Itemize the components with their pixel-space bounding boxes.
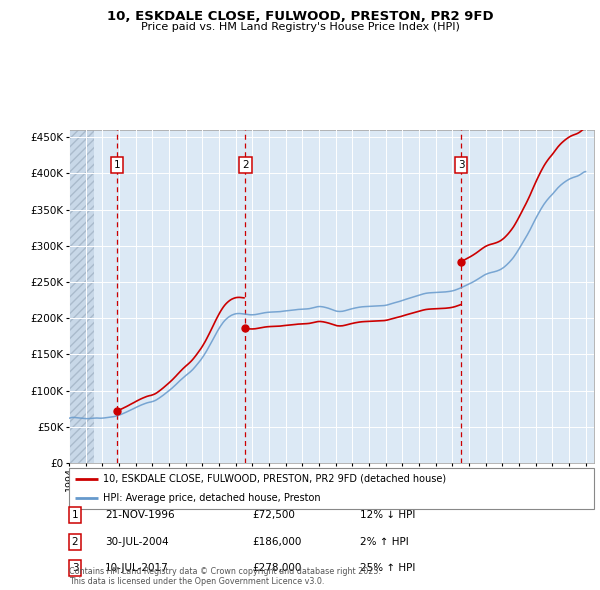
Text: Price paid vs. HM Land Registry's House Price Index (HPI): Price paid vs. HM Land Registry's House … (140, 22, 460, 32)
Text: 2% ↑ HPI: 2% ↑ HPI (360, 537, 409, 546)
Text: 30-JUL-2004: 30-JUL-2004 (105, 537, 169, 546)
Text: 2: 2 (71, 537, 79, 546)
Text: HPI: Average price, detached house, Preston: HPI: Average price, detached house, Pres… (103, 493, 321, 503)
Text: Contains HM Land Registry data © Crown copyright and database right 2025.
This d: Contains HM Land Registry data © Crown c… (69, 567, 381, 586)
Text: 10-JUL-2017: 10-JUL-2017 (105, 563, 169, 573)
Text: 21-NOV-1996: 21-NOV-1996 (105, 510, 175, 520)
Text: 3: 3 (71, 563, 79, 573)
Text: 12% ↓ HPI: 12% ↓ HPI (360, 510, 415, 520)
Text: 1: 1 (114, 160, 121, 170)
Text: 2: 2 (242, 160, 248, 170)
Text: 10, ESKDALE CLOSE, FULWOOD, PRESTON, PR2 9FD (detached house): 10, ESKDALE CLOSE, FULWOOD, PRESTON, PR2… (103, 474, 446, 484)
Text: 1: 1 (71, 510, 79, 520)
Text: 3: 3 (458, 160, 464, 170)
Text: £186,000: £186,000 (252, 537, 301, 546)
Text: 25% ↑ HPI: 25% ↑ HPI (360, 563, 415, 573)
FancyBboxPatch shape (69, 468, 594, 509)
Text: 10, ESKDALE CLOSE, FULWOOD, PRESTON, PR2 9FD: 10, ESKDALE CLOSE, FULWOOD, PRESTON, PR2… (107, 10, 493, 23)
Text: £278,000: £278,000 (252, 563, 301, 573)
Text: £72,500: £72,500 (252, 510, 295, 520)
